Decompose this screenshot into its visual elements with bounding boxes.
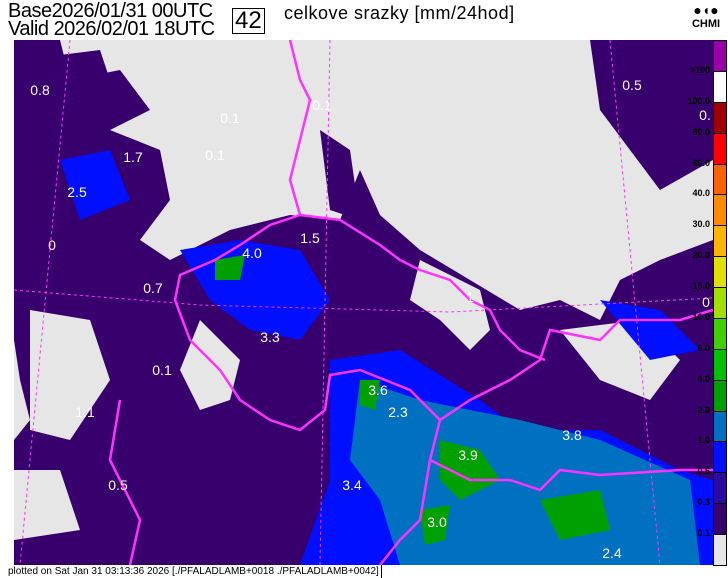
legend-label: 60.0 xyxy=(692,157,710,168)
value-label: 3.9 xyxy=(458,447,478,463)
legend-swatch xyxy=(713,379,727,412)
chmi-logo: ●◖● CHMI xyxy=(691,2,721,30)
legend-label: 80.0 xyxy=(692,126,710,137)
value-label: 1.7 xyxy=(123,149,143,165)
legend-swatch xyxy=(713,287,727,319)
legend-label: 20.0 xyxy=(692,250,710,261)
legend-swatch xyxy=(713,503,727,536)
legend-label: >100 xyxy=(689,64,710,75)
color-legend: >100 100.0 80.0 60.0 40.0 30.0 20.0 15.0 10.0 6.0… xyxy=(687,40,728,566)
legend-swatch xyxy=(713,40,727,72)
legend-label: 100.0 xyxy=(687,95,710,106)
legend-label: 4.0 xyxy=(697,373,710,384)
map-title: celkove srazky [mm/24hod] xyxy=(284,3,515,23)
value-label: 0. xyxy=(699,107,711,123)
graticule xyxy=(14,40,713,565)
value-label: 0.1 xyxy=(220,110,240,126)
value-label: 0.8 xyxy=(30,82,50,98)
value-label: 1.5 xyxy=(300,230,320,246)
value-label: 0 xyxy=(702,294,710,310)
header: Base2026/01/31 00UTC Valid 2026/02/01 18… xyxy=(0,0,728,40)
value-label: 3.6 xyxy=(368,382,388,398)
value-label: 0.5 xyxy=(108,477,128,493)
legend-label: 1.0 xyxy=(697,435,710,446)
base-value: 2026/01/31 00UTC xyxy=(51,0,214,22)
legend-swatch xyxy=(713,410,727,443)
value-label: 0.5 xyxy=(622,77,642,93)
legend-swatch xyxy=(713,441,727,474)
country-borders xyxy=(108,40,713,565)
legend-label: 30.0 xyxy=(692,219,710,230)
precipitation-map: 0.8 0.1 0.1 0.1 1.7 2.5 0 4.0 1.5 0.7 1 3.3 0.1 3.6 1.… xyxy=(14,40,713,565)
legend-swatch xyxy=(713,348,727,381)
value-label: 3.8 xyxy=(562,427,582,443)
legend-label: 0.3 xyxy=(697,497,710,508)
valid-label: Valid xyxy=(8,18,49,40)
valid-time: Valid 2026/02/01 18UTC xyxy=(8,19,215,39)
value-label: 3.4 xyxy=(342,477,362,493)
value-label: 2.3 xyxy=(388,404,408,420)
plot-footer: plotted on Sat Jan 31 03:13:36 2026 [./P… xyxy=(8,565,382,578)
legend-label: 6.0 xyxy=(697,342,710,353)
legend-label: 40.0 xyxy=(692,188,710,199)
value-label: 0.1 xyxy=(152,362,172,378)
value-label: 0.7 xyxy=(143,280,163,296)
base-time: Base2026/01/31 00UTC xyxy=(8,1,213,21)
legend-swatch xyxy=(713,256,727,289)
legend-label: 2.0 xyxy=(697,404,710,415)
value-label: 3.0 xyxy=(427,514,447,530)
legend-label: 10.0 xyxy=(692,311,710,322)
base-label: Base xyxy=(8,0,52,22)
legend-swatch xyxy=(713,534,727,566)
legend-swatch xyxy=(713,225,727,258)
legend-swatch xyxy=(713,70,727,103)
value-label: 1 xyxy=(466,289,474,305)
value-label: 2.4 xyxy=(602,545,622,561)
legend-label: 15.0 xyxy=(692,281,710,292)
value-label: 1.1 xyxy=(75,404,95,420)
value-label: 4.0 xyxy=(242,245,262,261)
value-labels: 0.8 0.1 0.1 0.1 1.7 2.5 0 4.0 1.5 0.7 1 3.3 0.1 3.6 1.… xyxy=(30,77,711,561)
value-label: 0 xyxy=(48,237,56,253)
value-label: 2.5 xyxy=(67,184,87,200)
legend-label: 0.1 xyxy=(697,528,710,539)
legend-swatch xyxy=(713,163,727,196)
valid-value: 2026/02/01 18UTC xyxy=(53,18,216,40)
legend-label: 0.6 xyxy=(697,466,710,477)
value-label: 3.3 xyxy=(260,329,280,345)
value-label: 0.1 xyxy=(312,97,332,113)
legend-swatch xyxy=(713,317,727,350)
forecast-hour: 42 xyxy=(232,8,265,34)
legend-swatch xyxy=(713,101,727,134)
legend-swatch xyxy=(713,132,727,165)
value-label: 0.1 xyxy=(205,147,225,163)
legend-swatch xyxy=(713,194,727,227)
legend-swatch xyxy=(713,472,727,505)
